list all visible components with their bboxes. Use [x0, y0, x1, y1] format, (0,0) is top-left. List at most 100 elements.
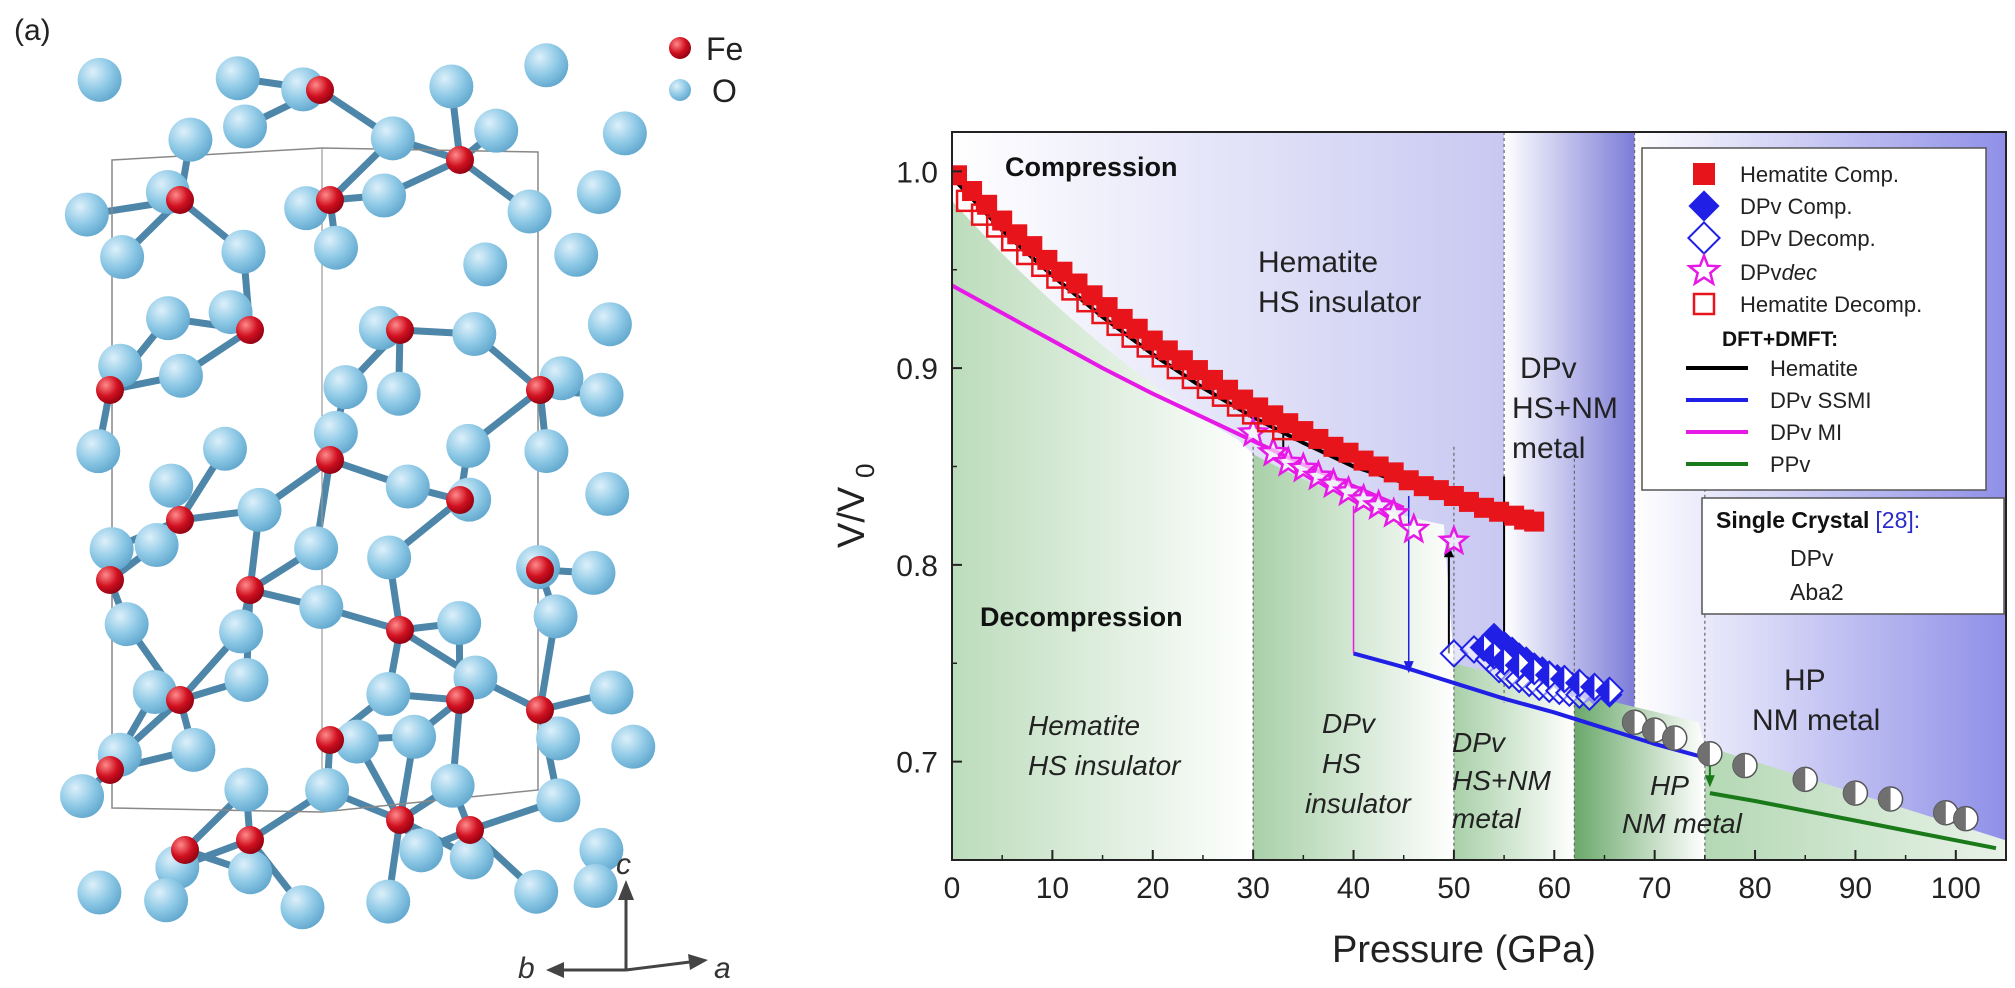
- iron-atom: [316, 186, 344, 214]
- single-crystal-title: Single Crystal[28]:: [1716, 507, 1920, 533]
- axis-b-label: b: [518, 952, 535, 983]
- oxygen-atom: [580, 373, 624, 417]
- oxygen-atom: [224, 768, 268, 812]
- iron-atom: [96, 376, 124, 404]
- o-legend-marker: [669, 79, 691, 101]
- oxygen-atom: [76, 429, 120, 473]
- oxygen-atom: [60, 774, 104, 818]
- x-axis-label: Pressure (GPa): [1332, 929, 1596, 971]
- bottom-hematite-label-1: Hematite: [1028, 710, 1140, 741]
- oxygen-atom: [171, 728, 215, 772]
- fe-legend-label: Fe: [706, 31, 743, 67]
- y-axis-label-subscript: 0: [850, 464, 880, 478]
- y-tick-label: 1.0: [896, 156, 938, 189]
- x-tick-label: 0: [944, 872, 961, 905]
- iron-atom: [166, 506, 194, 534]
- single-crystal-dpv-label: DPv: [1790, 545, 1834, 571]
- crystal-legend: Fe O: [669, 31, 743, 109]
- iron-atom: [236, 826, 264, 854]
- oxygen-atom: [474, 109, 518, 153]
- decompression-label: Decompression: [980, 602, 1183, 632]
- x-tick-label: 90: [1839, 872, 1872, 905]
- oxygen-atom: [219, 609, 263, 653]
- oxygen-atom: [603, 111, 647, 155]
- oxygen-atom: [144, 878, 188, 922]
- x-tick-label: 40: [1337, 872, 1370, 905]
- iron-atom: [316, 726, 344, 754]
- axis-a-label: a: [714, 952, 731, 983]
- x-tick-label: 50: [1437, 872, 1470, 905]
- marker-hematite-comp-: [1524, 512, 1544, 532]
- oxygen-atom: [366, 880, 410, 924]
- oxygen-atom: [65, 193, 109, 237]
- iron-atom: [526, 696, 554, 724]
- oxygen-atom: [508, 190, 552, 234]
- fe-legend-marker: [669, 37, 691, 59]
- x-tick-label: 70: [1638, 872, 1671, 905]
- top-dpv-label-3: metal: [1512, 432, 1585, 465]
- iron-atom: [236, 316, 264, 344]
- oxygen-atom: [237, 488, 281, 532]
- iron-atom: [236, 576, 264, 604]
- legend-dpvdec: DPvdec: [1740, 260, 1817, 285]
- oxygen-atom: [446, 424, 490, 468]
- y-tick-label: 0.7: [896, 747, 938, 780]
- oxygen-atom: [314, 226, 358, 270]
- oxygen-atom: [105, 602, 149, 646]
- oxygen-atom: [90, 527, 134, 571]
- bottom-dpv-hs-label-3: insulator: [1305, 788, 1413, 819]
- legend-dpvdec-suffix: dec: [1782, 260, 1817, 285]
- iron-atom: [316, 446, 344, 474]
- marker-aba2: [1843, 781, 1867, 805]
- oxygen-atom: [77, 871, 121, 915]
- oxygen-atom: [572, 551, 616, 595]
- axis-c-label: c: [616, 848, 631, 881]
- oxygen-atom: [224, 658, 268, 702]
- bottom-dpv-hsnm-label-1: DPv: [1452, 727, 1507, 758]
- y-axis-label: V/V 0: [831, 464, 880, 548]
- iron-atom: [526, 376, 554, 404]
- bottom-dpv-hsnm-label-2: HS+NM: [1452, 765, 1551, 796]
- oxygen-atom: [305, 768, 349, 812]
- iron-atom: [386, 316, 414, 344]
- marker-aba2: [1879, 787, 1903, 811]
- oxygen-atom: [431, 764, 475, 808]
- top-hp-label-2: NM metal: [1752, 704, 1880, 737]
- x-tick-label: 60: [1538, 872, 1571, 905]
- top-hp-label-1: HP: [1784, 664, 1826, 697]
- oxygen-atom: [149, 464, 193, 508]
- iron-atom: [386, 806, 414, 834]
- oxygen-atom: [577, 170, 621, 214]
- bottom-dpv-hs-label-1: DPv: [1322, 708, 1377, 739]
- oxygen-atom: [574, 864, 618, 908]
- legend-hematite-decomp: Hematite Decomp.: [1740, 292, 1922, 317]
- x-tick-label: 20: [1136, 872, 1169, 905]
- oxygen-atom: [371, 116, 415, 160]
- legend-dpv-comp: DPv Comp.: [1740, 194, 1852, 219]
- legend-line-ppv: PPv: [1770, 452, 1810, 477]
- legend-marker-hematite-comp: [1693, 163, 1715, 185]
- bottom-hp-label-1: HP: [1650, 770, 1689, 801]
- y-tick-label: 0.8: [896, 550, 938, 583]
- iron-atom: [306, 76, 334, 104]
- oxygen-atom: [159, 354, 203, 398]
- marker-aba2: [1793, 767, 1817, 791]
- oxygen-atom: [611, 725, 655, 769]
- bottom-hp-label-2: NM metal: [1622, 808, 1743, 839]
- iron-atom: [456, 816, 484, 844]
- iron-atom: [96, 756, 124, 784]
- legend-dpv-decomp: DPv Decomp.: [1740, 226, 1876, 251]
- oxygen-atom: [203, 427, 247, 471]
- iron-atom: [386, 616, 414, 644]
- oxygen-atom: [228, 850, 272, 894]
- legend-line-dpv-ssmi: DPv SSMI: [1770, 388, 1871, 413]
- marker-aba2: [1733, 754, 1757, 778]
- oxygen-atom: [78, 58, 122, 102]
- oxygen-atom: [585, 472, 629, 516]
- marker-aba2: [1954, 807, 1978, 831]
- x-tick-label: 30: [1236, 872, 1269, 905]
- oxygen-atom: [294, 526, 338, 570]
- oxygen-atom: [437, 601, 481, 645]
